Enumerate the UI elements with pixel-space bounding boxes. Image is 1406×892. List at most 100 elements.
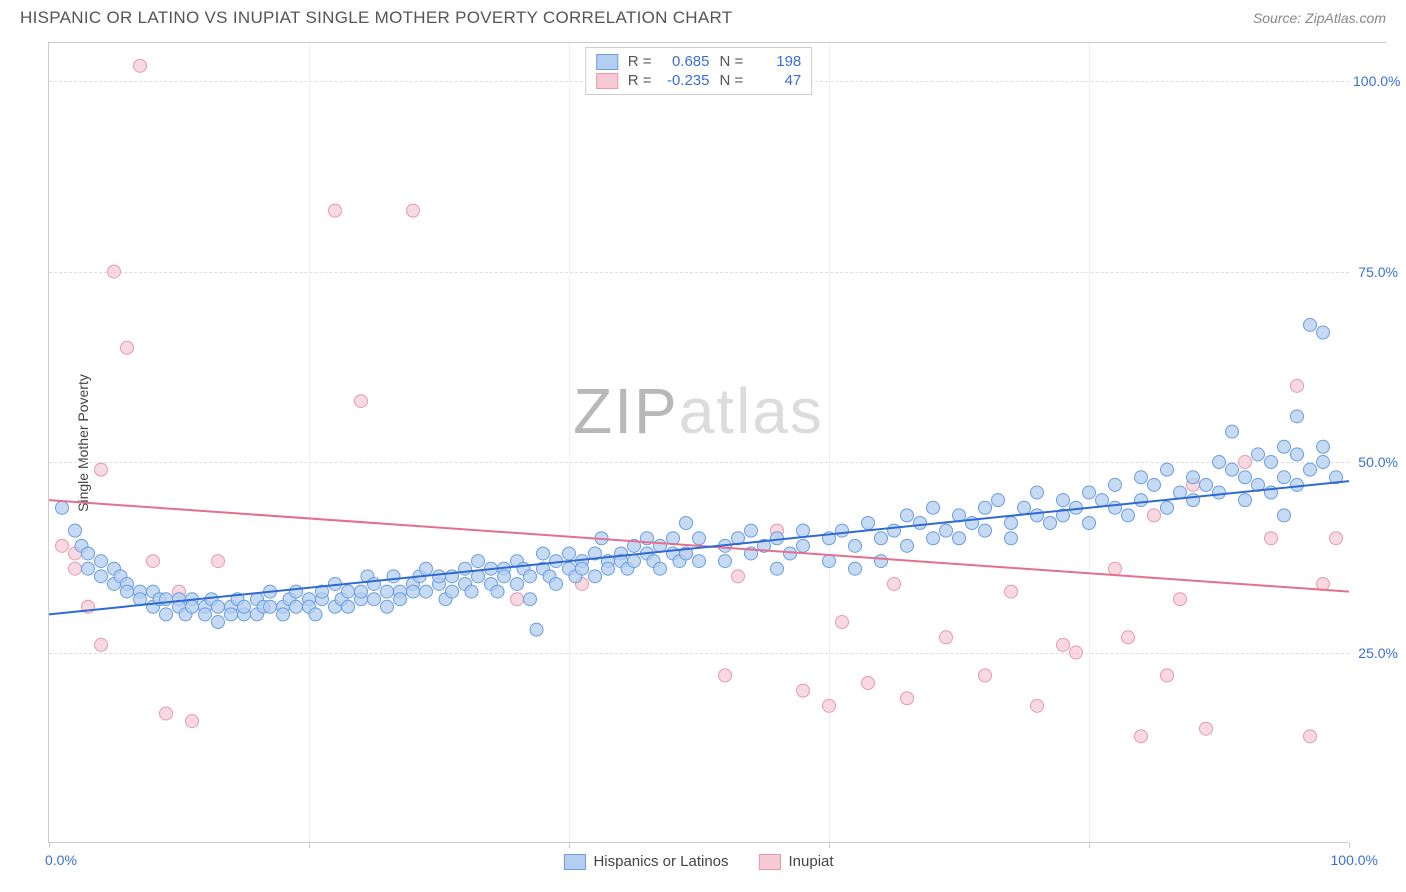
data-point: [1265, 456, 1278, 469]
data-point: [719, 555, 732, 568]
data-point: [979, 669, 992, 682]
data-point: [498, 570, 511, 583]
data-point: [147, 555, 160, 568]
data-point: [160, 707, 173, 720]
r-value-hispanic: 0.685: [662, 53, 710, 70]
data-point: [1278, 440, 1291, 453]
data-point: [888, 524, 901, 537]
chart-title: HISPANIC OR LATINO VS INUPIAT SINGLE MOT…: [20, 8, 732, 28]
swatch-inupiat: [596, 73, 618, 89]
data-point: [472, 555, 485, 568]
data-point: [465, 585, 478, 598]
data-point: [95, 555, 108, 568]
data-point: [1031, 486, 1044, 499]
data-point: [69, 524, 82, 537]
data-point: [69, 562, 82, 575]
series-legend: Hispanics or Latinos Inupiat: [563, 853, 833, 870]
n-value-hispanic: 198: [753, 53, 801, 70]
data-point: [199, 608, 212, 621]
data-point: [1109, 501, 1122, 514]
data-point: [875, 532, 888, 545]
data-point: [1252, 448, 1265, 461]
data-point: [654, 562, 667, 575]
n-label: N =: [720, 72, 744, 89]
data-point: [680, 517, 693, 530]
data-point: [491, 585, 504, 598]
data-point: [1148, 478, 1161, 491]
data-point: [1044, 517, 1057, 530]
data-point: [1213, 486, 1226, 499]
data-point: [940, 524, 953, 537]
data-point: [530, 623, 543, 636]
x-tick-min: 0.0%: [45, 852, 77, 868]
data-point: [927, 532, 940, 545]
data-point: [277, 608, 290, 621]
legend-item-inupiat: Inupiat: [759, 853, 834, 870]
r-label: R =: [628, 72, 652, 89]
plot-svg: [49, 43, 1349, 843]
data-point: [1057, 638, 1070, 651]
data-point: [1005, 532, 1018, 545]
data-point: [381, 600, 394, 613]
data-point: [56, 539, 69, 552]
data-point: [95, 638, 108, 651]
data-point: [186, 600, 199, 613]
data-point: [979, 524, 992, 537]
data-point: [1148, 509, 1161, 522]
data-point: [1135, 494, 1148, 507]
data-point: [901, 509, 914, 522]
data-point: [1005, 585, 1018, 598]
data-point: [524, 570, 537, 583]
data-point: [290, 585, 303, 598]
data-point: [1304, 318, 1317, 331]
data-point: [1122, 631, 1135, 644]
data-point: [862, 677, 875, 690]
data-point: [628, 555, 641, 568]
data-point: [797, 684, 810, 697]
swatch-inupiat: [759, 854, 781, 870]
data-point: [602, 562, 615, 575]
data-point: [953, 532, 966, 545]
data-point: [1200, 478, 1213, 491]
data-point: [1083, 486, 1096, 499]
data-point: [329, 204, 342, 217]
stats-legend: R = 0.685 N = 198 R = -0.235 N = 47: [585, 47, 813, 95]
data-point: [524, 593, 537, 606]
data-point: [1096, 494, 1109, 507]
data-point: [836, 616, 849, 629]
data-point: [212, 600, 225, 613]
data-point: [1135, 730, 1148, 743]
data-point: [1226, 463, 1239, 476]
data-point: [446, 585, 459, 598]
data-point: [823, 555, 836, 568]
legend-item-hispanic: Hispanics or Latinos: [563, 853, 728, 870]
data-point: [862, 517, 875, 530]
data-point: [1031, 699, 1044, 712]
data-point: [1304, 730, 1317, 743]
data-point: [264, 600, 277, 613]
data-point: [1291, 379, 1304, 392]
data-point: [433, 570, 446, 583]
data-point: [1109, 478, 1122, 491]
data-point: [420, 562, 433, 575]
data-point: [420, 585, 433, 598]
data-point: [56, 501, 69, 514]
data-point: [368, 577, 381, 590]
data-point: [82, 547, 95, 560]
data-point: [1187, 494, 1200, 507]
data-point: [888, 577, 901, 590]
r-value-inupiat: -0.235: [662, 72, 710, 89]
data-point: [1161, 669, 1174, 682]
data-point: [979, 501, 992, 514]
n-label: N =: [720, 53, 744, 70]
legend-label-hispanic: Hispanics or Latinos: [593, 853, 728, 870]
data-point: [1291, 410, 1304, 423]
data-point: [1200, 722, 1213, 735]
data-point: [771, 562, 784, 575]
data-point: [511, 577, 524, 590]
data-point: [836, 524, 849, 537]
data-point: [1330, 532, 1343, 545]
data-point: [771, 532, 784, 545]
data-point: [693, 532, 706, 545]
trend-line: [49, 481, 1349, 614]
